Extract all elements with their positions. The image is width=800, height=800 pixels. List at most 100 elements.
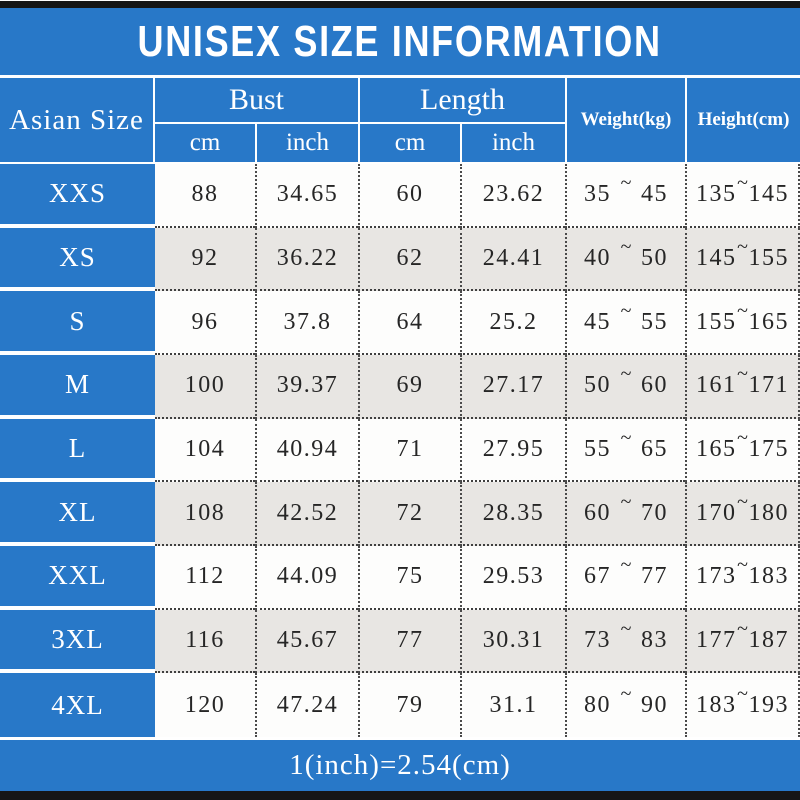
size-label: XXL: [0, 546, 155, 610]
range-max: 180: [748, 499, 789, 526]
height-range: 177 ~187: [685, 609, 800, 674]
bust-cm-value: 120: [155, 673, 255, 737]
conversion-note: 1(inch)=2.54(cm): [289, 749, 511, 781]
bust-inch-value: 42.52: [255, 482, 358, 546]
tilde-symbol: ~: [737, 682, 748, 705]
weight-range: 80 ~90: [565, 673, 685, 737]
range-max: 175: [748, 435, 789, 462]
unit-header-bust-inch: inch: [255, 124, 358, 162]
tilde-symbol: ~: [620, 299, 632, 322]
length-inch-value: 29.53: [460, 546, 565, 610]
tilde-symbol: ~: [737, 235, 748, 258]
range-min: 45: [584, 308, 611, 335]
range-min: 155: [696, 308, 737, 335]
range-min: 80: [584, 691, 611, 718]
length-inch-value: 31.1: [460, 673, 565, 737]
weight-range: 35 ~45: [565, 164, 685, 228]
range-max: 70: [640, 499, 668, 526]
length-cm-value: 60: [358, 164, 460, 228]
tilde-symbol: ~: [737, 617, 748, 640]
length-cm-value: 64: [358, 291, 460, 355]
range-max: 60: [640, 372, 668, 399]
height-range: 155 ~165: [685, 291, 800, 355]
tilde-symbol: ~: [737, 172, 748, 195]
size-table-header: Asian Size Bust Length Weight(kg) Height…: [0, 78, 800, 164]
column-header-height: Height(cm): [685, 78, 800, 162]
length-cm-value: 79: [358, 673, 460, 737]
range-max: 187: [748, 626, 789, 653]
table-row-xl: XL 108 42.52 72 28.35 60 ~70 170 ~180: [0, 482, 800, 546]
bust-inch-value: 44.09: [255, 546, 358, 610]
bust-cm-value: 104: [155, 418, 255, 483]
range-min: 177: [696, 626, 737, 653]
bust-inch-value: 47.24: [255, 673, 358, 737]
length-cm-value: 71: [358, 418, 460, 483]
tilde-symbol: ~: [620, 172, 632, 195]
range-min: 35: [584, 181, 611, 208]
tilde-symbol: ~: [620, 490, 632, 513]
height-range: 183 ~193: [685, 673, 800, 737]
bust-cm-value: 112: [155, 546, 255, 610]
bust-cm-value: 108: [155, 482, 255, 546]
range-max: 171: [748, 372, 789, 399]
tilde-symbol: ~: [620, 617, 632, 640]
table-row-s: S 96 37.8 64 25.2 45 ~55 155 ~165: [0, 291, 800, 355]
column-group-bust: Bust: [155, 78, 358, 124]
range-min: 60: [584, 499, 611, 526]
footer-band: 1(inch)=2.54(cm): [0, 737, 800, 791]
size-label: 4XL: [0, 673, 155, 737]
height-range: 145 ~155: [685, 227, 800, 292]
range-max: 50: [640, 244, 668, 271]
tilde-symbol: ~: [620, 682, 632, 705]
length-inch-value: 27.95: [460, 418, 565, 483]
range-min: 170: [696, 499, 737, 526]
range-max: 65: [640, 435, 668, 462]
bust-inch-value: 40.94: [255, 418, 358, 483]
height-range: 170 ~180: [685, 482, 800, 546]
weight-range: 60 ~70: [565, 482, 685, 546]
title-band: UNISEX SIZE INFORMATION: [0, 8, 800, 78]
table-row-m: M 100 39.37 69 27.17 50 ~60 161 ~171: [0, 355, 800, 419]
tilde-symbol: ~: [620, 235, 632, 258]
range-max: 77: [640, 563, 668, 590]
size-label: S: [0, 291, 155, 355]
range-min: 183: [696, 691, 737, 718]
length-inch-value: 24.41: [460, 227, 565, 292]
tilde-symbol: ~: [737, 363, 748, 386]
unit-header-length-cm: cm: [358, 124, 460, 162]
bust-cm-value: 92: [155, 227, 255, 292]
length-inch-value: 30.31: [460, 609, 565, 674]
range-min: 73: [584, 626, 611, 653]
column-header-asian-size: Asian Size: [0, 78, 155, 162]
size-label: XL: [0, 482, 155, 546]
range-min: 173: [696, 563, 737, 590]
height-range: 161 ~171: [685, 355, 800, 419]
weight-range: 67 ~77: [565, 546, 685, 610]
range-max: 165: [748, 308, 789, 335]
size-label: XXS: [0, 164, 155, 228]
bust-inch-value: 39.37: [255, 355, 358, 419]
size-table-body: XXS 88 34.65 60 23.62 35 ~45 135 ~145 XS 92 36.22 62…: [0, 164, 800, 737]
range-min: 165: [696, 435, 737, 462]
tilde-symbol: ~: [737, 554, 748, 577]
size-label: M: [0, 355, 155, 419]
size-label: L: [0, 418, 155, 483]
table-row-xxl: XXL 112 44.09 75 29.53 67 ~77 173 ~183: [0, 546, 800, 610]
size-label: XS: [0, 227, 155, 292]
bust-cm-value: 116: [155, 609, 255, 674]
weight-range: 73 ~83: [565, 609, 685, 674]
range-min: 161: [696, 372, 737, 399]
length-cm-value: 62: [358, 227, 460, 292]
length-cm-value: 77: [358, 609, 460, 674]
unit-header-length-inch: inch: [460, 124, 565, 162]
length-inch-value: 23.62: [460, 164, 565, 228]
length-cm-value: 69: [358, 355, 460, 419]
tilde-symbol: ~: [737, 490, 748, 513]
range-min: 55: [584, 435, 611, 462]
page-title: UNISEX SIZE INFORMATION: [137, 16, 663, 66]
range-max: 145: [748, 181, 789, 208]
top-black-bar: [0, 0, 800, 8]
range-min: 40: [584, 244, 611, 271]
range-max: 183: [748, 563, 789, 590]
